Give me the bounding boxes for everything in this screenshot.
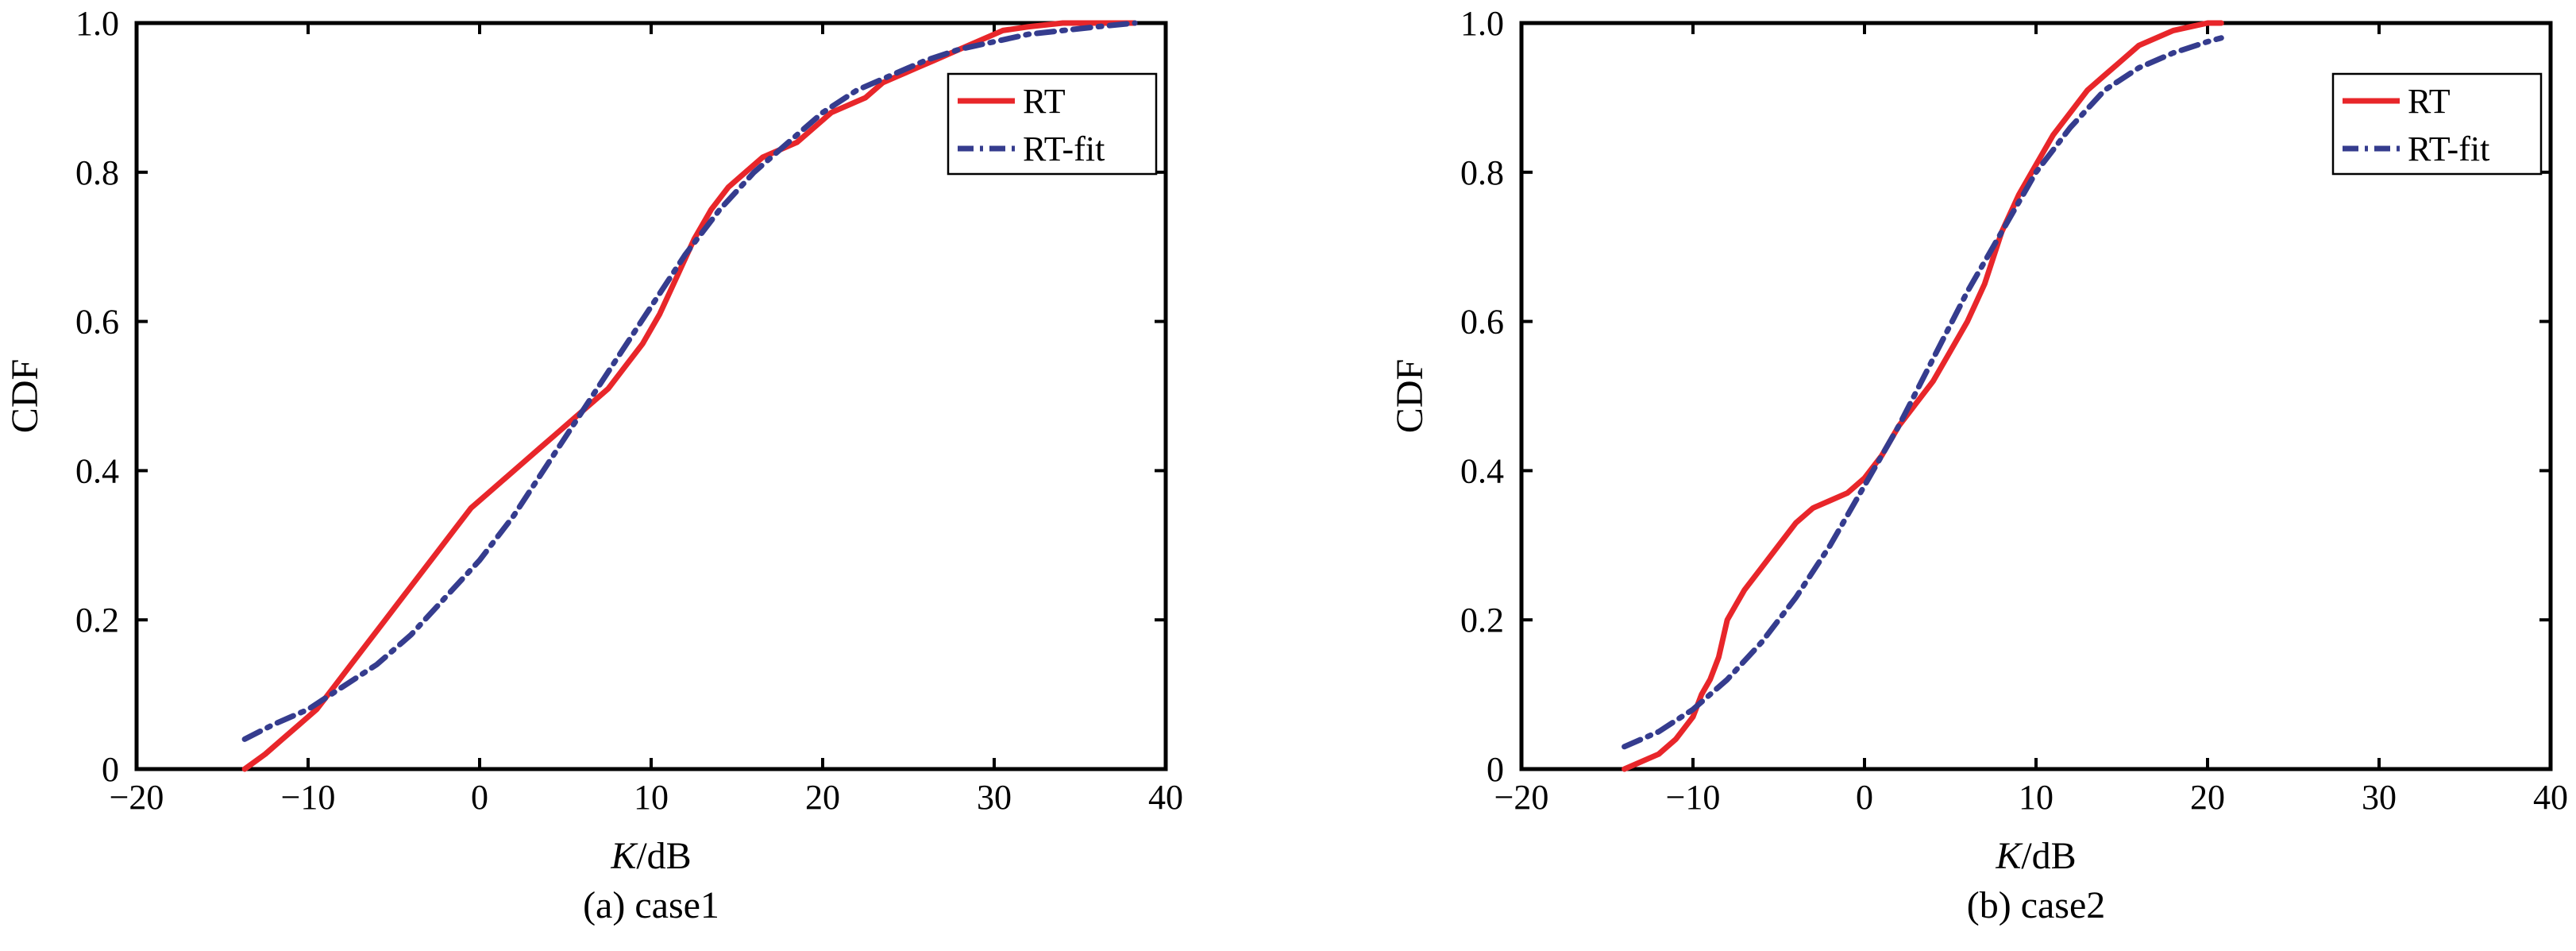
- chart-panel-1: −20 −10 0 10 20 30 40 0 0.2 0.4 0.6 0.8 1.0 RT RT-fit C…: [4, 4, 1183, 926]
- x-tick-label: 0: [471, 778, 488, 817]
- x-tick-label: 40: [2533, 778, 2568, 817]
- y-axis-label: CDF: [1389, 359, 1431, 433]
- y-tick-label: 1.0: [1460, 4, 1504, 43]
- y-tick-label: 0.8: [1460, 153, 1504, 192]
- y-tick-label: 0.6: [1460, 303, 1504, 342]
- x-tick-label: −20: [110, 778, 164, 817]
- x-tick-label: −10: [281, 778, 336, 817]
- x-tick-label: −10: [1666, 778, 1721, 817]
- x-tick-label: 30: [2362, 778, 2397, 817]
- chart-panel-2: −20 −10 0 10 20 30 40 0 0.2 0.4 0.6 0.8 1.0 RT RT-fit C…: [1389, 4, 2568, 926]
- y-tick-label: 0.8: [75, 153, 119, 192]
- y-tick-label: 0.4: [1460, 451, 1504, 490]
- x-tick-label: 30: [977, 778, 1012, 817]
- legend-label-rt-fit: RT-fit: [2408, 130, 2489, 168]
- y-tick-label: 0.6: [75, 303, 119, 342]
- legend: RT RT-fit: [947, 72, 1158, 176]
- x-tick-label: 10: [634, 778, 669, 817]
- x-tick-label: −20: [1494, 778, 1549, 817]
- panel-caption: (a) case1: [583, 884, 719, 926]
- x-tick-label: 20: [2190, 778, 2225, 817]
- legend-label-rt: RT: [1023, 82, 1066, 121]
- x-axis-label-var: K: [610, 835, 638, 877]
- x-axis-label-unit: /dB: [2021, 835, 2076, 877]
- y-tick-label: 0: [102, 750, 119, 789]
- legend-box: [2331, 72, 2543, 176]
- x-axis-label: K/dB: [610, 835, 691, 877]
- x-tick-label: 20: [805, 778, 840, 817]
- series-line-rt-fit: [241, 20, 1138, 742]
- series-line-rt: [1622, 20, 2224, 772]
- x-tick-label: 0: [1856, 778, 1873, 817]
- legend: RT RT-fit: [2331, 72, 2543, 176]
- legend-label-rt: RT: [2408, 82, 2451, 121]
- y-tick-label: 0: [1487, 750, 1504, 789]
- x-axis-label-unit: /dB: [636, 835, 691, 877]
- y-tick-label: 0.2: [75, 601, 119, 640]
- panel-caption: (b) case2: [1967, 884, 2106, 926]
- series-line-rt-fit: [1622, 35, 2224, 750]
- legend-label-rt-fit: RT-fit: [1023, 130, 1105, 168]
- x-axis-label-var: K: [1995, 835, 2023, 877]
- x-tick-label: 10: [2019, 778, 2053, 817]
- y-tick-label: 0.4: [75, 451, 119, 490]
- x-tick-label: 40: [1148, 778, 1183, 817]
- legend-box: [947, 72, 1158, 176]
- x-axis-label: K/dB: [1995, 835, 2076, 877]
- y-axis-label: CDF: [4, 359, 46, 433]
- y-tick-label: 1.0: [75, 4, 119, 43]
- y-tick-label: 0.2: [1460, 601, 1504, 640]
